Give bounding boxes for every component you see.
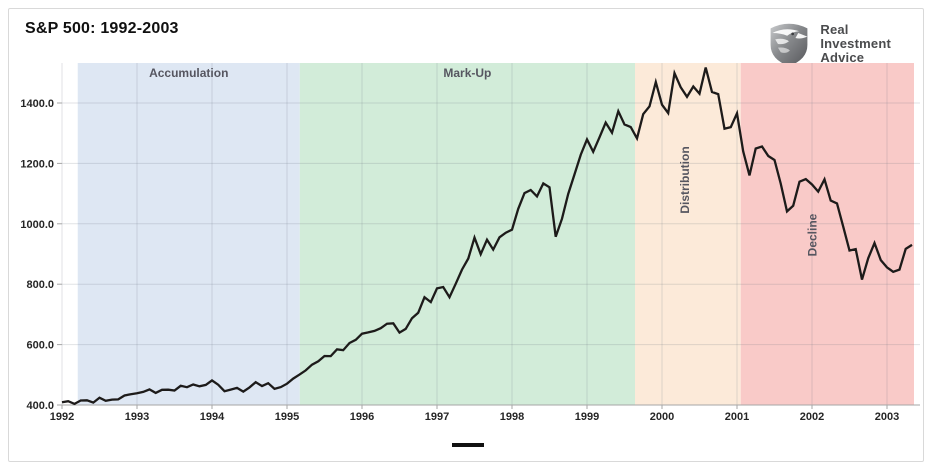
chart-title: S&P 500: 1992-2003 (25, 20, 179, 37)
phase-label-mark-up: Mark-Up (443, 66, 491, 80)
legend-series-marker (452, 443, 484, 447)
x-tick-label: 2003 (875, 411, 899, 423)
phase-region-distribution (635, 63, 741, 405)
x-tick-label: 2001 (725, 411, 749, 423)
y-tick-label: 1200.0 (20, 158, 54, 170)
phase-region-accumulation (77, 63, 300, 405)
x-tick-label: 1996 (350, 411, 374, 423)
sp500-price-line (61, 67, 913, 406)
y-tick-label: 1000.0 (20, 219, 54, 231)
y-tick-label: 600.0 (26, 340, 54, 352)
y-tick-label: 1400.0 (20, 98, 54, 110)
logo-line-2: Investment (820, 36, 891, 51)
eagle-shield-icon (770, 23, 808, 67)
phase-label-accumulation: Accumulation (149, 66, 228, 80)
x-tick-label: 1998 (500, 411, 524, 423)
phase-region-mark-up (299, 63, 635, 405)
real-investment-advice-logo: Real Investment Advice (766, 21, 891, 67)
y-tick-label: 400.0 (26, 400, 54, 412)
phase-label-distribution: Distribution (678, 146, 692, 213)
x-tick-label: 1997 (425, 411, 449, 423)
x-tick-label: 1993 (125, 411, 149, 423)
x-tick-label: 1995 (275, 411, 299, 423)
logo-line-1: Real (820, 22, 849, 37)
x-tick-label: 2000 (650, 411, 674, 423)
phase-label-decline: Decline (806, 213, 820, 256)
phase-region-decline (740, 63, 914, 405)
x-tick-label: 1999 (575, 411, 599, 423)
x-tick-label: 2002 (800, 411, 824, 423)
x-tick-label: 1992 (50, 411, 74, 423)
y-tick-label: 800.0 (26, 279, 54, 291)
x-tick-label: 1994 (200, 411, 225, 423)
logo-line-3: Advice (820, 50, 865, 65)
logo-wordmark: Real Investment Advice (820, 23, 891, 65)
